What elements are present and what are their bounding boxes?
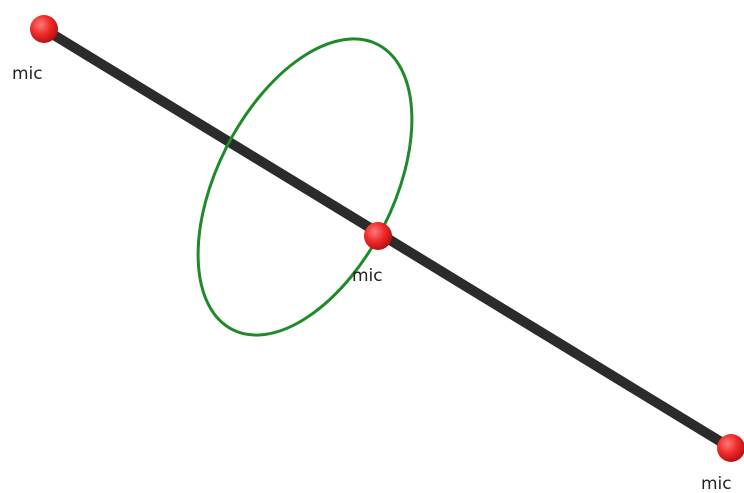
mic-label: mic xyxy=(352,266,383,286)
mic-ball xyxy=(717,434,744,462)
mic-label: mic xyxy=(701,474,732,493)
mic-ball xyxy=(30,15,58,43)
mic-ball xyxy=(364,222,392,250)
mic-label: mic xyxy=(12,64,43,84)
